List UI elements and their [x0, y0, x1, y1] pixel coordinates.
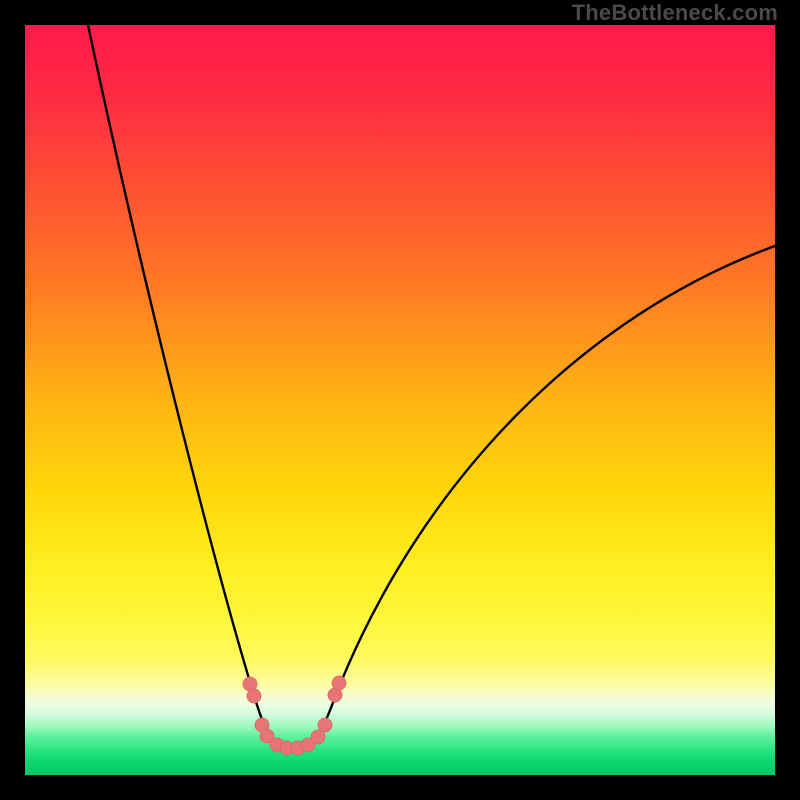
plot-area: [25, 25, 775, 775]
accent-dots: [25, 25, 775, 775]
watermark-text: TheBottleneck.com: [572, 0, 778, 26]
